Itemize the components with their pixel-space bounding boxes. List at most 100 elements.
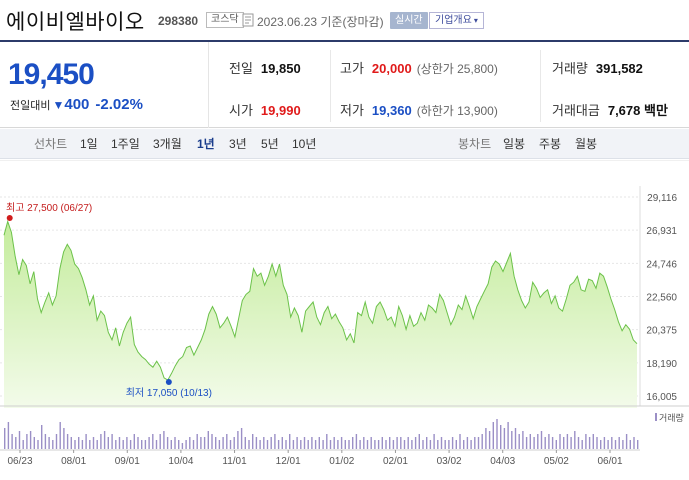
- tab-3y[interactable]: 3년: [229, 137, 247, 151]
- volume-bar: [329, 440, 332, 449]
- volume-bar: [303, 437, 306, 449]
- volume-bar: [240, 428, 243, 449]
- volume-bar: [222, 437, 224, 449]
- volume-bar: [307, 440, 309, 449]
- volume-bar: [537, 434, 539, 449]
- volume-bar: [359, 440, 361, 449]
- volume: 거래량 391,582: [552, 58, 643, 77]
- volume-bar: [622, 440, 624, 449]
- volume-bar: [544, 437, 546, 449]
- volume-bar: [7, 422, 10, 449]
- trade-amount-label: 거래대금: [552, 103, 600, 118]
- volume-bar: [78, 437, 80, 449]
- volume-bar: [433, 434, 435, 449]
- open-price: 시가 19,990: [229, 100, 301, 119]
- volume-bar: [148, 437, 150, 449]
- volume-bar: [89, 440, 91, 449]
- volume-bar: [133, 434, 135, 449]
- volume-bar: [481, 434, 483, 449]
- tab-monthly[interactable]: 월봉: [575, 137, 598, 151]
- volume-bar: [277, 440, 280, 449]
- price-chart[interactable]: 29,116 26,931 24,746 22,560 20,375 18,190 16,0…: [0, 160, 689, 480]
- volume-bar: [96, 440, 98, 449]
- volume-bar: [41, 425, 43, 449]
- x-tick-label: 10/04: [168, 456, 193, 467]
- volume-bar: [377, 440, 380, 449]
- volume-bar: [611, 437, 613, 449]
- volume-bar: [322, 440, 324, 449]
- x-tick-label: 06/23: [7, 456, 32, 467]
- high-label: 최고 27,500 (06/27): [6, 202, 92, 214]
- price-area: [4, 221, 637, 408]
- volume-bar: [111, 434, 113, 449]
- volume-bar: [314, 440, 317, 449]
- document-icon: [242, 13, 254, 27]
- volume-bar: [511, 431, 513, 449]
- volume-bar: [581, 440, 583, 449]
- low-value: 19,360: [371, 103, 412, 118]
- volume-bar: [426, 437, 428, 449]
- volume-bar: [352, 437, 354, 449]
- volume-legend-label: 거래량: [659, 412, 684, 423]
- tab-daily[interactable]: 일봉: [503, 137, 526, 151]
- volume-bar: [29, 431, 32, 449]
- volume-bar: [100, 434, 102, 449]
- high-value: 20,000: [371, 61, 412, 76]
- volume-bar: [59, 422, 61, 449]
- volume-bar: [588, 437, 591, 449]
- volume-bar: [422, 440, 424, 449]
- volume-bar: [318, 437, 320, 449]
- x-tick-label: 04/03: [490, 456, 515, 467]
- volume-bar: [185, 440, 187, 449]
- volume-bar: [266, 440, 269, 449]
- tab-1y[interactable]: 1년: [197, 137, 215, 151]
- volume-bar: [574, 431, 576, 449]
- low-price: 저가 19,360 (하한가 13,900): [340, 100, 498, 119]
- volume-bar: [566, 434, 569, 449]
- open-label: 시가: [229, 103, 253, 118]
- volume-bar: [281, 437, 283, 449]
- change-value: 400: [64, 96, 90, 113]
- company-overview-button[interactable]: 기업개요 ▾: [429, 12, 484, 29]
- volume-bar: [411, 440, 413, 449]
- volume-bar: [400, 437, 402, 449]
- volume-bar: [200, 437, 202, 449]
- volume-bar: [92, 437, 95, 449]
- volume-bar: [126, 437, 128, 449]
- volume-bar: [414, 437, 417, 449]
- realtime-button[interactable]: 실시간: [390, 12, 428, 29]
- volume-bar: [292, 440, 295, 449]
- volume-bar: [163, 431, 165, 449]
- volume-bar: [192, 440, 195, 449]
- volume-bar: [22, 440, 24, 449]
- volume-bar: [488, 431, 491, 449]
- volume-bar: [518, 434, 520, 449]
- tab-1d[interactable]: 1일: [80, 137, 98, 151]
- volume-bar: [141, 440, 143, 449]
- price-line: [3, 219, 638, 381]
- tab-10y[interactable]: 10년: [292, 137, 317, 151]
- volume-bar: [203, 437, 206, 449]
- volume-bar: [229, 440, 232, 449]
- volume-bar: [507, 422, 509, 449]
- volume-bar: [181, 443, 184, 449]
- volume-bar: [270, 437, 272, 449]
- volume-bar: [381, 437, 383, 449]
- low-label: 저가: [340, 103, 364, 118]
- volume-legend-swatch: [655, 413, 657, 421]
- volume-bar: [551, 437, 554, 449]
- volume-bar: [107, 437, 109, 449]
- volume-bar: [477, 437, 480, 449]
- volume-bar: [577, 437, 580, 449]
- market-badge: 코스닥: [206, 12, 244, 28]
- tab-3m[interactable]: 3개월: [153, 137, 182, 151]
- volume-bar: [459, 434, 461, 449]
- volume-bar: [374, 440, 376, 449]
- volume-bar: [474, 437, 476, 449]
- volume-bar: [592, 434, 594, 449]
- tab-weekly[interactable]: 주봉: [539, 137, 562, 151]
- line-chart-label: 선차트: [34, 137, 68, 151]
- tab-1w[interactable]: 1주일: [111, 137, 140, 151]
- volume-bar: [137, 437, 139, 449]
- tab-5y[interactable]: 5년: [261, 137, 279, 151]
